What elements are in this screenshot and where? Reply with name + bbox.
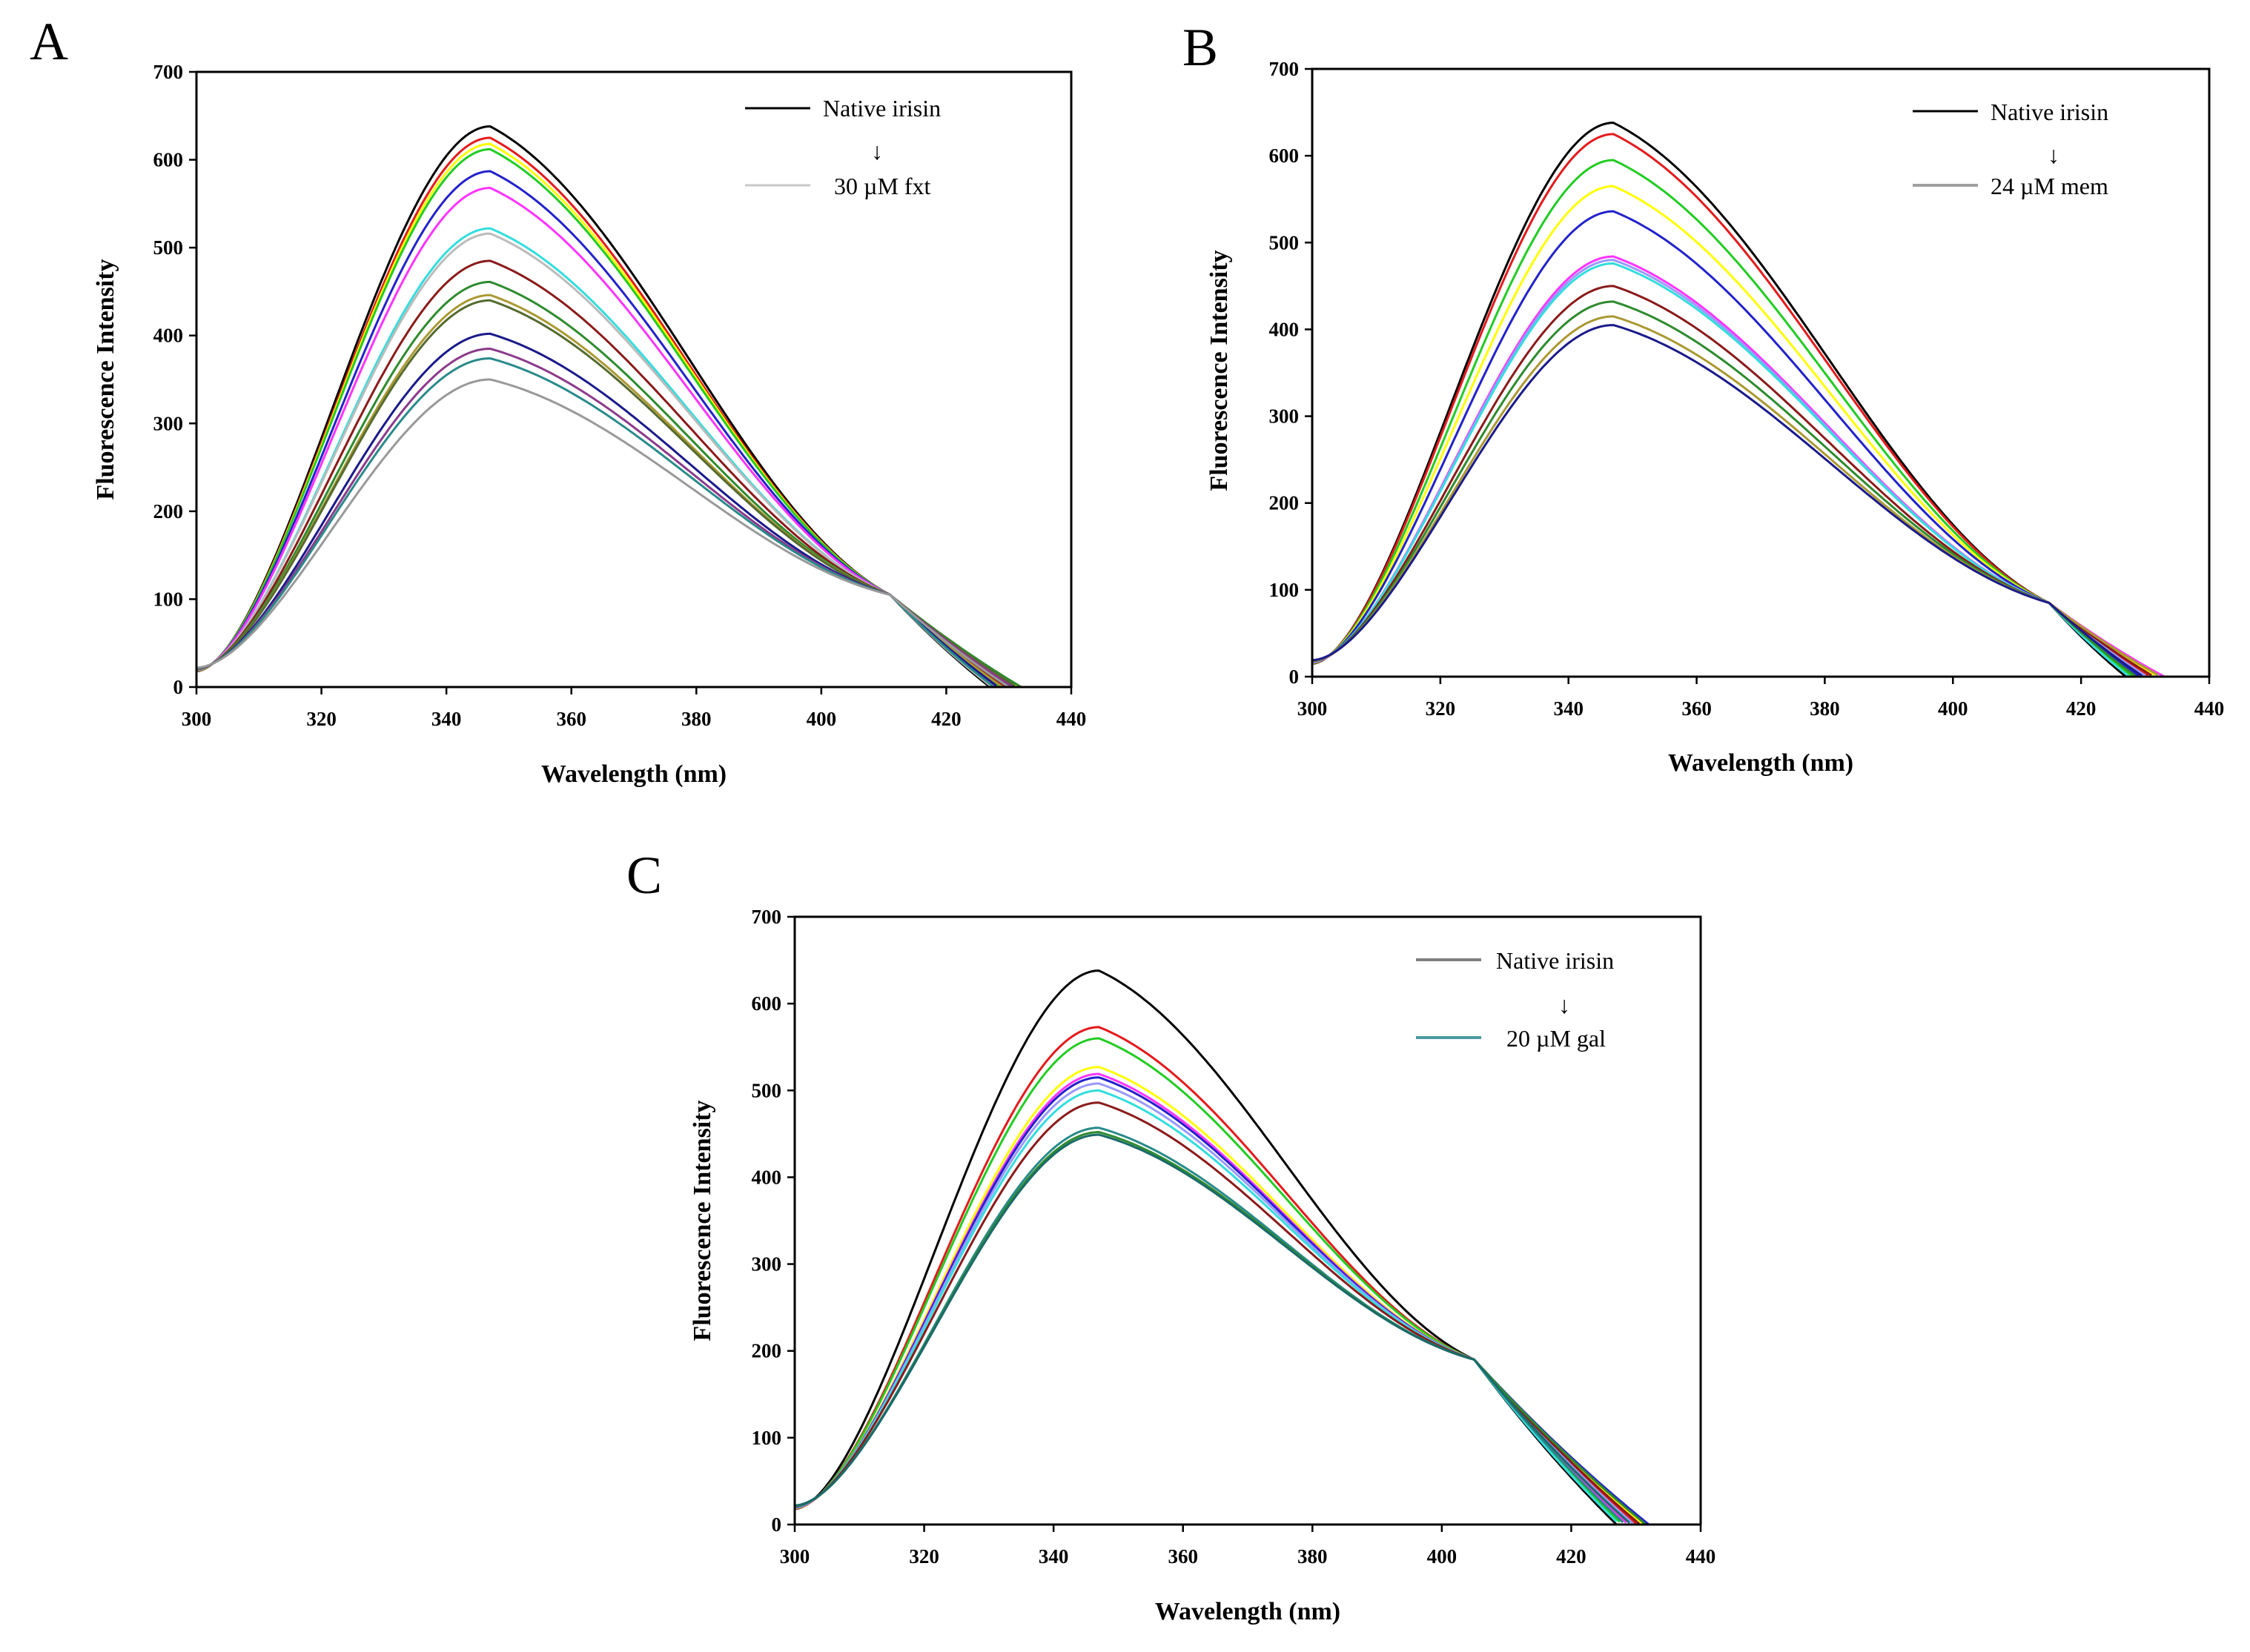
plot-frame xyxy=(793,915,1702,1526)
panel-letter: A xyxy=(30,12,68,71)
x-axis-label: Wavelength (nm) xyxy=(1155,1598,1340,1625)
panel-c: C 300 320 340 360 380 400 420 440 0 100 200 300 400 5… xyxy=(626,846,1715,1625)
x-tick-label: 320 xyxy=(909,1545,939,1568)
y-tick-label: 0 xyxy=(772,1513,782,1536)
y-tick-label: 500 xyxy=(752,1079,782,1101)
y-tick-label: 0 xyxy=(173,676,184,698)
legend-start-label: Native irisin xyxy=(823,95,941,122)
y-tick-label: 500 xyxy=(1269,231,1300,253)
legend-end-label: 20 µM gal xyxy=(1506,1025,1606,1052)
x-tick-label: 400 xyxy=(1938,697,1968,720)
y-axis-label: Fluorescence Intensity xyxy=(689,1100,716,1341)
x-tick-label: 440 xyxy=(1056,708,1087,730)
y-tick-label: 700 xyxy=(752,906,782,928)
x-tick-label: 300 xyxy=(182,708,212,730)
plot-frame xyxy=(1311,67,2211,678)
y-tick-label: 200 xyxy=(752,1340,782,1362)
x-tick-label: 300 xyxy=(1297,697,1328,720)
x-tick-label: 360 xyxy=(1681,697,1712,720)
panel-letter: B xyxy=(1182,18,1218,77)
x-tick-label: 360 xyxy=(1168,1545,1198,1568)
legend-end-label: 30 µM fxt xyxy=(834,173,931,199)
x-tick-label: 300 xyxy=(780,1545,810,1568)
y-tick-label: 100 xyxy=(153,588,184,610)
legend: Native irisin ↓ 24 µM mem xyxy=(1913,99,2108,199)
y-tick-label: 600 xyxy=(1269,145,1300,167)
y-tick-label: 100 xyxy=(752,1427,782,1449)
spectrum-series-3 xyxy=(1311,159,2134,677)
y-axis-label: Fluorescence Intensity xyxy=(1205,250,1233,491)
x-tick-label: 380 xyxy=(1297,1545,1328,1568)
y-tick-label: 300 xyxy=(153,412,184,434)
plot-frame xyxy=(195,70,1073,689)
y-tick-label: 400 xyxy=(1269,318,1300,340)
x-tick-label: 320 xyxy=(306,708,337,730)
y-axis-label: Fluorescence Intensity xyxy=(92,259,119,500)
y-tick-label: 600 xyxy=(752,992,782,1015)
y-tick-label: 700 xyxy=(153,61,184,83)
x-tick-label: 340 xyxy=(1553,697,1584,720)
legend-arrow: ↓ xyxy=(2048,142,2059,168)
x-tick-label: 440 xyxy=(1686,1545,1716,1568)
legend-arrow: ↓ xyxy=(871,138,883,165)
spectrum-series-12 xyxy=(794,1133,1631,1525)
x-tick-label: 380 xyxy=(681,708,712,730)
x-tick-label: 340 xyxy=(1039,1545,1069,1568)
x-tick-label: 400 xyxy=(807,708,837,730)
legend-end-label: 24 µM mem xyxy=(1991,173,2108,199)
y-tick-label: 300 xyxy=(1269,405,1300,428)
spectrum-series-12 xyxy=(1311,324,2143,677)
y-tick-label: 400 xyxy=(153,325,184,347)
panel-b: B 300 320 340 360 380 400 420 440 0 100 200 300 400 5… xyxy=(1182,18,2224,777)
spectrum-series-2 xyxy=(1311,133,2149,677)
y-tick-label: 300 xyxy=(752,1253,782,1276)
x-tick-label: 400 xyxy=(1427,1545,1457,1568)
x-tick-label: 420 xyxy=(2066,697,2097,720)
legend: Native irisin ↓ 30 µM fxt xyxy=(745,95,941,199)
spectrum-series-8 xyxy=(1311,262,2130,677)
x-tick-label: 420 xyxy=(1556,1545,1586,1568)
y-tick-label: 200 xyxy=(153,500,184,523)
x-tick-label: 440 xyxy=(2194,697,2225,720)
legend-start-label: Native irisin xyxy=(1991,99,2108,125)
x-tick-label: 360 xyxy=(556,708,586,730)
legend: Native irisin ↓ 20 µM gal xyxy=(1416,947,1614,1052)
y-tick-label: 600 xyxy=(153,149,184,171)
x-axis-label: Wavelength (nm) xyxy=(541,760,727,788)
y-tick-label: 500 xyxy=(153,236,184,259)
x-tick-label: 420 xyxy=(931,708,962,730)
x-tick-label: 340 xyxy=(431,708,462,730)
panel-a: A 300 320 340 360 380 400 420 440 0 100 200 300 400 5… xyxy=(30,12,1086,788)
y-tick-label: 200 xyxy=(1269,492,1300,514)
y-tick-label: 700 xyxy=(1269,58,1300,80)
x-tick-label: 320 xyxy=(1426,697,1456,720)
spectrum-series-16 xyxy=(196,378,1010,689)
y-tick-label: 400 xyxy=(752,1166,782,1188)
panel-letter: C xyxy=(626,846,662,905)
y-tick-label: 100 xyxy=(1269,579,1300,601)
spectrum-series-5 xyxy=(1311,210,2140,677)
legend-start-label: Native irisin xyxy=(1496,947,1614,974)
spectrum-series-6 xyxy=(196,186,997,689)
y-tick-label: 0 xyxy=(1289,666,1300,688)
x-axis-label: Wavelength (nm) xyxy=(1668,749,1853,777)
legend-arrow: ↓ xyxy=(1558,992,1570,1018)
x-tick-label: 380 xyxy=(1810,697,1840,720)
